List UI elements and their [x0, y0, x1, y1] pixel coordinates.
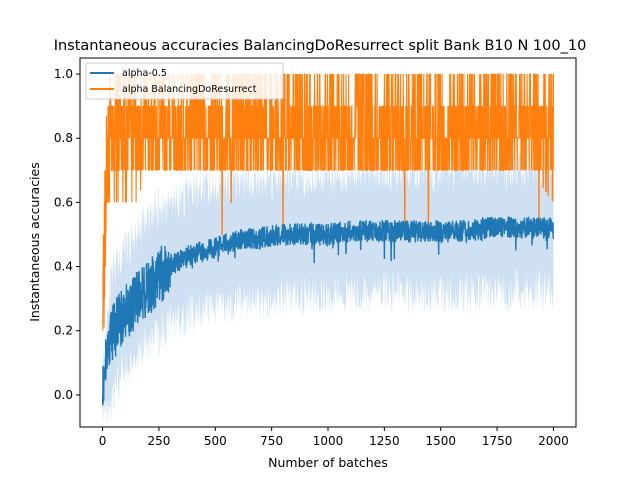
x-tick-label: 1500 [425, 434, 456, 448]
y-tick-label: 0.6 [54, 195, 73, 209]
legend-label-alpha-0-5: alpha-0.5 [122, 68, 167, 79]
y-tick-label: 1.0 [54, 67, 73, 81]
x-tick-label: 250 [147, 434, 170, 448]
x-tick-label: 2000 [538, 434, 569, 448]
x-tick-label: 1000 [313, 434, 344, 448]
x-axis-label: Number of batches [268, 455, 388, 470]
x-tick-label: 500 [204, 434, 227, 448]
alpha-0-5-line [101, 215, 555, 406]
alpha-0-5-std-band [102, 144, 554, 427]
y-tick-label: 0.0 [54, 388, 73, 402]
chart-title: Instantaneous accuracies BalancingDoResu… [54, 38, 587, 54]
alpha-balancing-line [102, 73, 555, 332]
x-axis: 0 250 500 750 1000 1250 1500 1750 2000 [99, 427, 569, 448]
y-tick-label: 0.8 [54, 131, 73, 145]
y-tick-label: 0.2 [54, 324, 73, 338]
x-tick-label: 1250 [369, 434, 400, 448]
legend: alpha-0.5 alpha BalancingDoResurrect [85, 62, 284, 100]
y-tick-label: 0.4 [54, 260, 73, 274]
x-tick-label: 0 [99, 434, 107, 448]
legend-label-alpha-balancing: alpha BalancingDoResurrect [122, 84, 257, 95]
y-axis-label: Instantaneous accuracies [27, 162, 42, 322]
legend-box [85, 62, 284, 100]
x-tick-label: 750 [260, 434, 283, 448]
plot-area [101, 73, 555, 427]
x-tick-label: 1750 [482, 434, 513, 448]
y-axis: 0.0 0.2 0.4 0.6 0.8 1.0 [54, 67, 80, 402]
